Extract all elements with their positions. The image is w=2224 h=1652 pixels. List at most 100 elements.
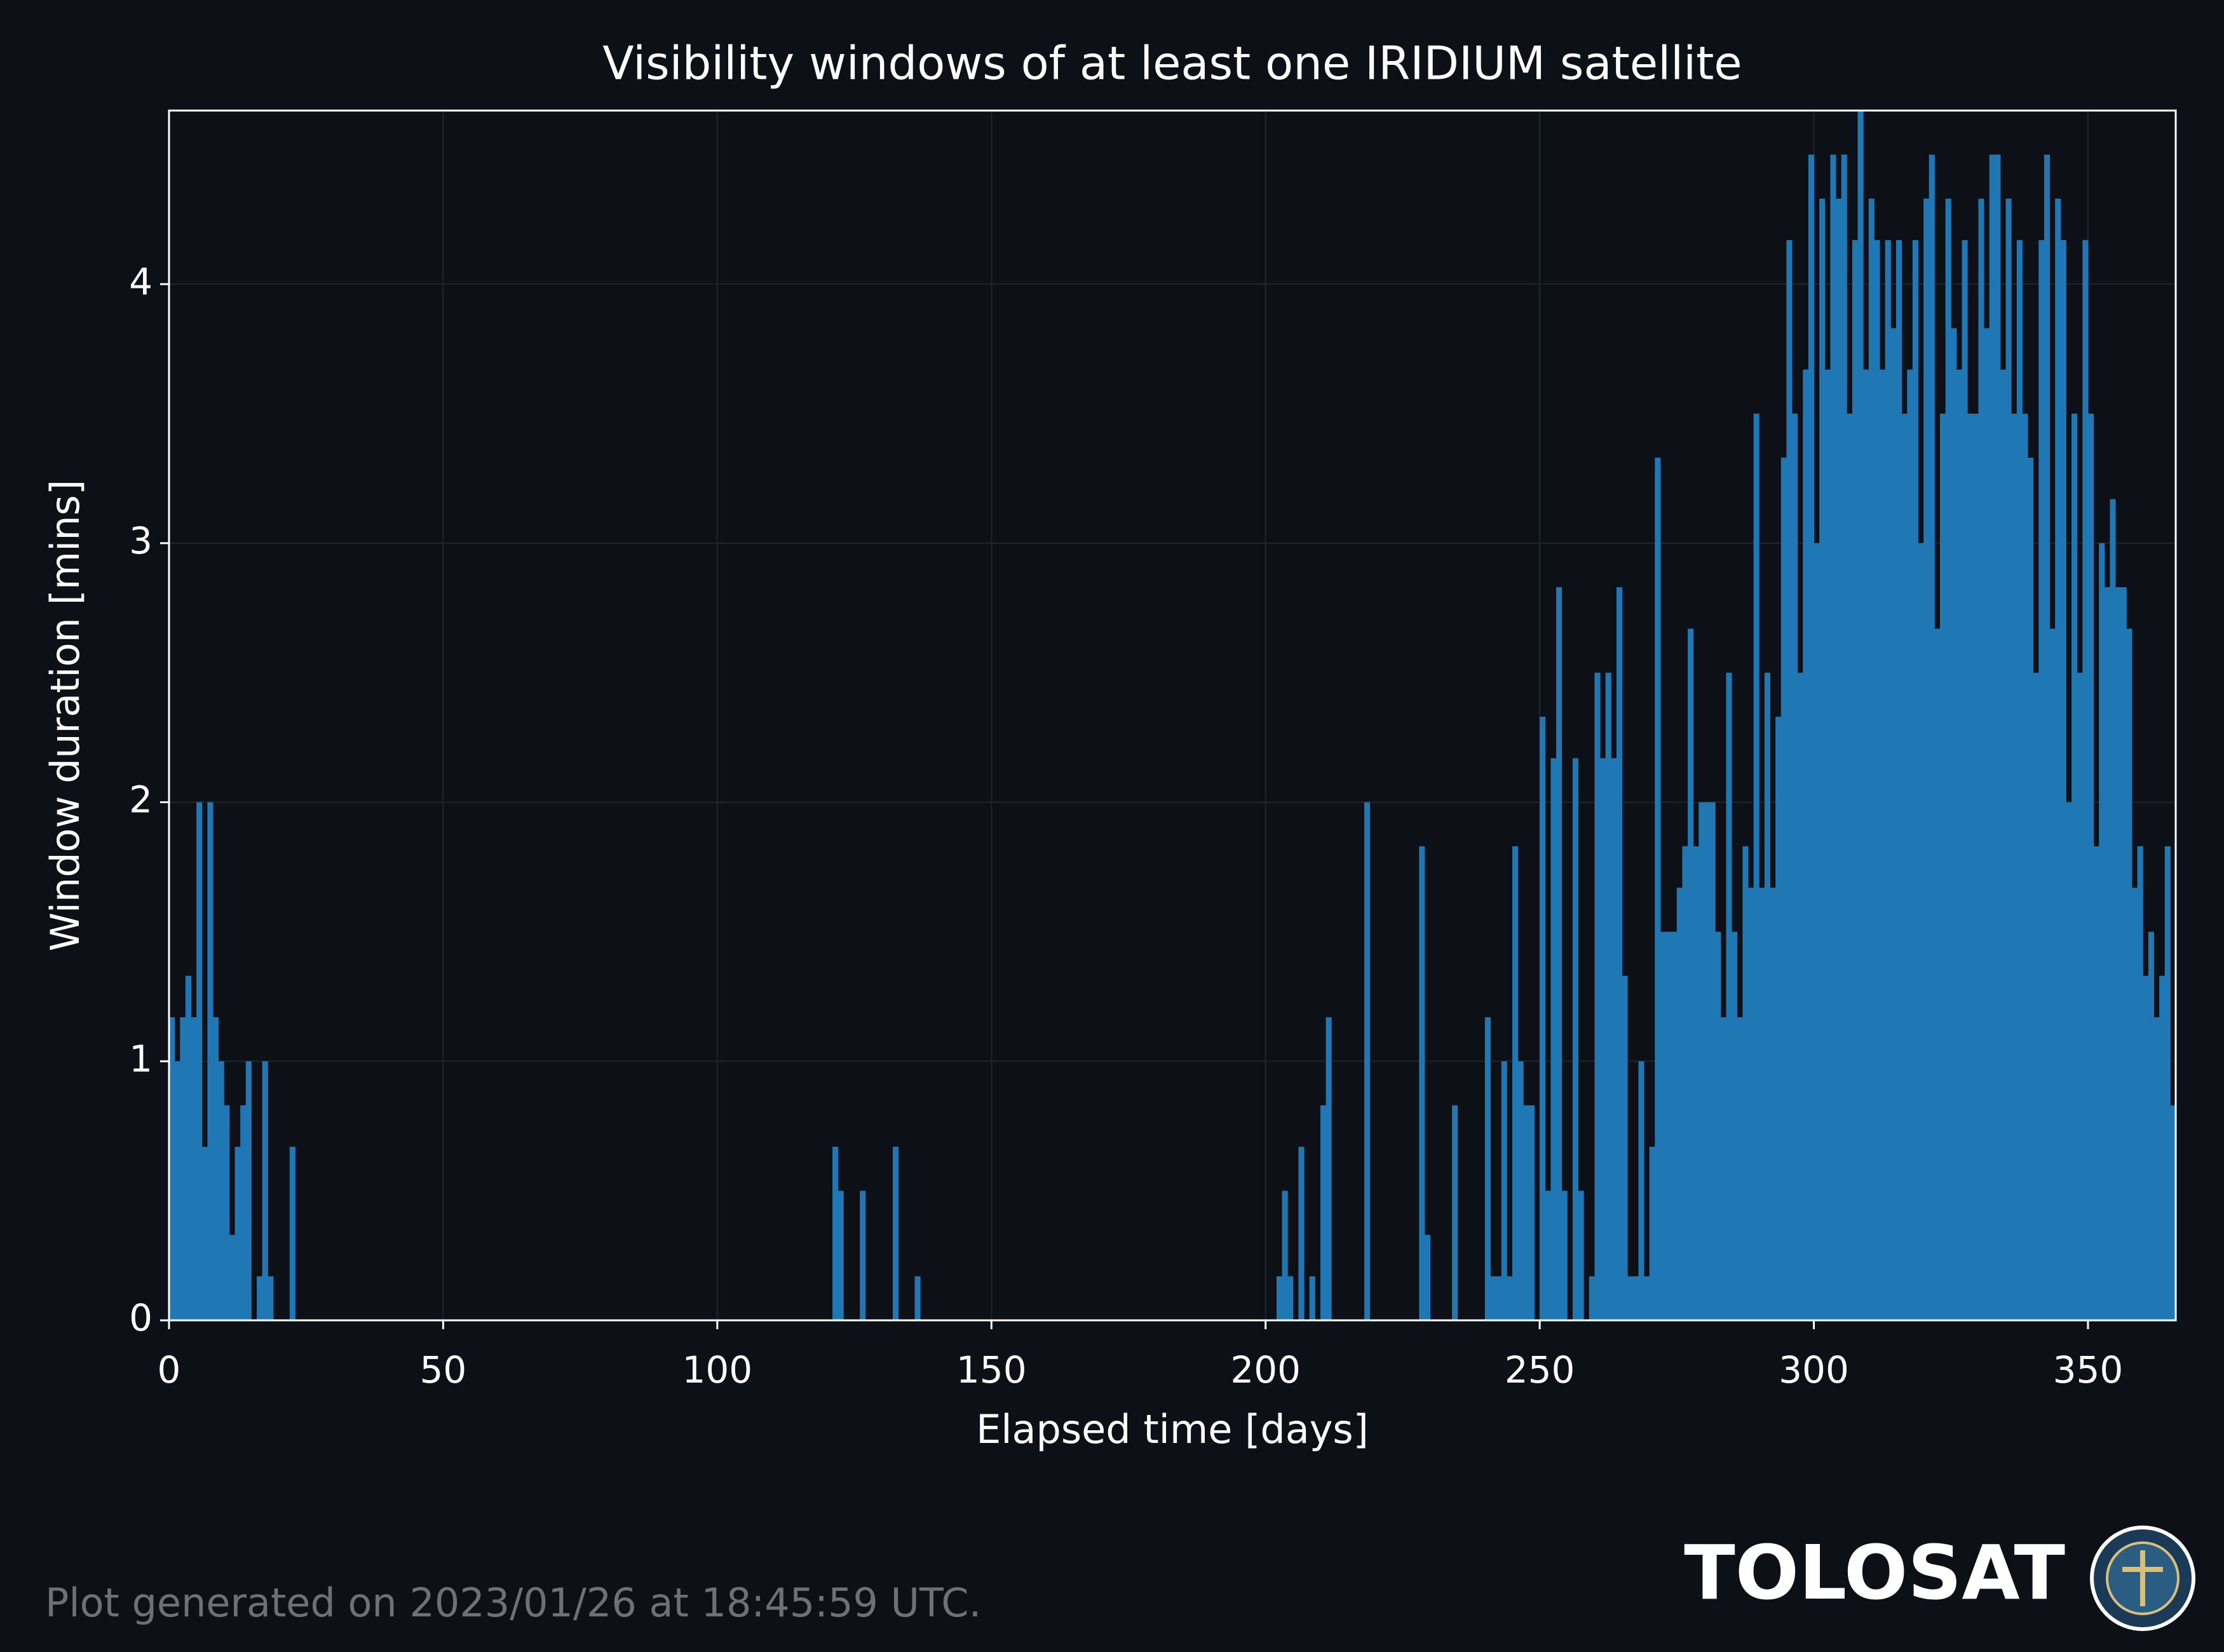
bar [2022, 414, 2028, 1320]
bar [2110, 499, 2116, 1320]
bar [1978, 198, 1984, 1320]
y-tick-label: 4 [129, 260, 153, 303]
bar [191, 1017, 197, 1320]
bar [1517, 1061, 1524, 1320]
bar [1326, 1017, 1332, 1320]
bar [2049, 628, 2056, 1321]
bar [2005, 198, 2012, 1320]
bar [1775, 717, 1782, 1320]
bar [234, 1146, 241, 1320]
bar [1836, 198, 1842, 1320]
bar [1874, 240, 1880, 1321]
bar [1693, 846, 1699, 1320]
bar [1726, 672, 1732, 1320]
bar [1561, 1191, 1568, 1320]
bar [1594, 672, 1601, 1320]
bar [1644, 1276, 1650, 1320]
bar [1808, 154, 1815, 1320]
bar [1611, 758, 1617, 1320]
bar [1956, 369, 1962, 1321]
bar [1967, 414, 1974, 1320]
bar [1298, 1146, 1305, 1320]
bar [1890, 328, 1897, 1321]
bar [2038, 240, 2045, 1321]
bar [860, 1191, 866, 1320]
bar [1490, 1276, 1496, 1320]
bar [257, 1276, 263, 1320]
bar [1989, 154, 1995, 1320]
bar [2126, 628, 2132, 1321]
x-tick-label: 150 [956, 1348, 1027, 1391]
bar [2044, 154, 2051, 1320]
bar [1962, 240, 1968, 1321]
bar [174, 1061, 180, 1320]
bar [218, 1061, 224, 1320]
bar [892, 1146, 899, 1320]
bar [1764, 672, 1770, 1320]
bar [1660, 931, 1667, 1320]
bar [1715, 931, 1721, 1320]
bar [2093, 846, 2099, 1320]
bar [180, 1017, 186, 1320]
bar [1699, 802, 1705, 1320]
bar [169, 1017, 175, 1320]
bar [1770, 888, 1776, 1320]
bar [1945, 198, 1951, 1320]
bar [1857, 111, 1864, 1320]
bar [1671, 931, 1678, 1320]
bar [1995, 154, 2001, 1320]
bar [1523, 1105, 1529, 1320]
bar [1814, 543, 1820, 1320]
bar [1780, 457, 1787, 1320]
bar [1622, 975, 1628, 1320]
bar [1918, 543, 1924, 1320]
bar [2077, 672, 2083, 1320]
bar [1276, 1276, 1283, 1320]
bar [1605, 672, 1611, 1320]
bar [1923, 198, 1930, 1320]
bar [1655, 457, 1661, 1320]
bar [1847, 414, 1853, 1320]
plot-frame [168, 109, 2177, 1322]
bar [2071, 414, 2078, 1320]
bar [1737, 1017, 1743, 1320]
bar [1578, 1191, 1584, 1320]
bar [1742, 846, 1749, 1320]
bar [1709, 802, 1716, 1320]
bar [2000, 369, 2007, 1321]
bar [185, 975, 192, 1320]
bar [201, 1146, 208, 1320]
bar [2153, 1017, 2160, 1320]
bar [1841, 154, 1847, 1320]
bar [2016, 240, 2023, 1321]
bar [2028, 457, 2034, 1320]
bar [289, 1146, 295, 1320]
bar [1638, 1061, 1644, 1320]
bar [1282, 1191, 1288, 1320]
bar [1688, 628, 1694, 1321]
bar [914, 1276, 921, 1320]
bar [1364, 802, 1371, 1320]
bar [1572, 758, 1579, 1320]
bar [1320, 1105, 1327, 1320]
bar [240, 1105, 247, 1320]
bar [2104, 587, 2110, 1321]
x-tick-label: 250 [1505, 1348, 1575, 1391]
bar [1287, 1276, 1294, 1320]
bar [1496, 1276, 1502, 1320]
bar [1540, 717, 1546, 1320]
x-axis-label: Elapsed time [days] [976, 1406, 1369, 1452]
bar [1589, 1276, 1595, 1320]
bar [1550, 758, 1557, 1320]
bar [2143, 975, 2149, 1320]
x-tick-label: 350 [2053, 1348, 2124, 1391]
bar [2115, 587, 2122, 1321]
bar [1484, 1017, 1491, 1320]
bar [262, 1061, 268, 1320]
bar [1907, 369, 1913, 1321]
bar [2033, 672, 2039, 1320]
bar [1501, 1061, 1507, 1320]
bar [1984, 328, 1990, 1321]
bar [196, 802, 203, 1320]
bar [1649, 1146, 1655, 1320]
